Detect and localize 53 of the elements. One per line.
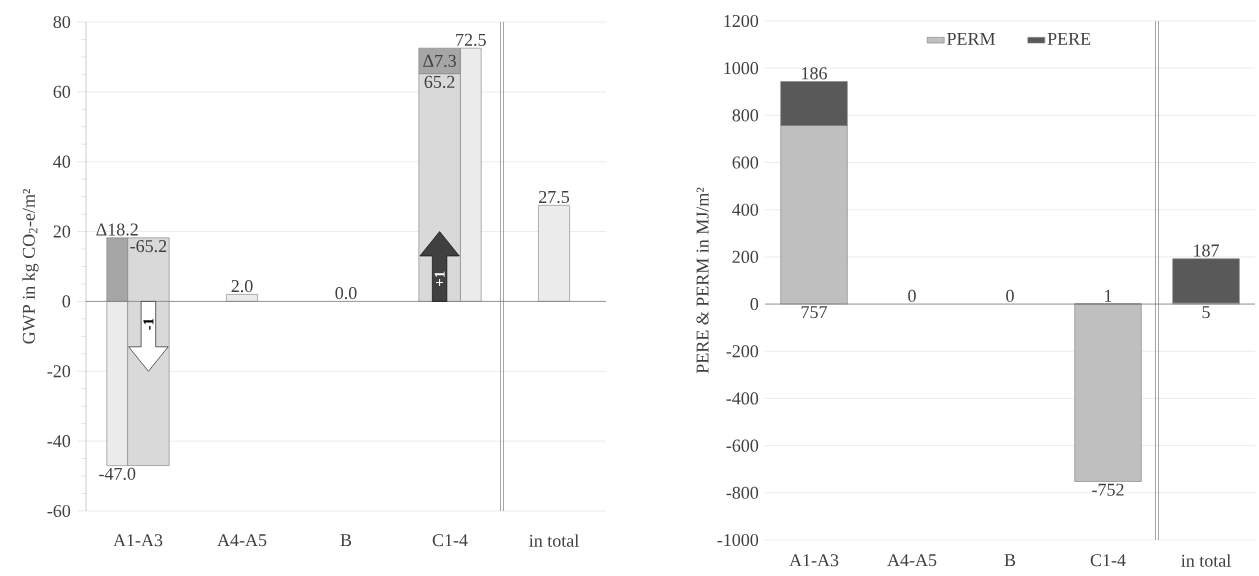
data-label: 5 (1202, 306, 1210, 319)
legend-label: PERM (947, 32, 995, 45)
legend-label: PERE (1047, 32, 1091, 45)
x-tick-label: A1-A3 (789, 554, 839, 567)
data-label: 0 (1006, 289, 1014, 302)
y-tick-label: -600 (726, 439, 759, 452)
data-label: 27.5 (539, 190, 570, 204)
annotation: -1 (143, 318, 154, 330)
x-tick-label: C1-4 (432, 534, 468, 547)
data-label: 0 (908, 289, 916, 302)
x-tick-label: B (340, 534, 352, 547)
data-label: 757 (801, 306, 827, 319)
y-tick-label: -200 (726, 345, 759, 358)
data-label: 1 (1105, 289, 1112, 302)
y-tick-label: 40 (53, 155, 71, 168)
data-label: 186 (802, 67, 827, 80)
y-tick-label: 800 (732, 109, 759, 122)
data-label: -65.2 (130, 240, 167, 253)
y-tick-label: -1000 (717, 533, 759, 547)
y-tick-label: 60 (53, 85, 71, 98)
y-axis-title: GWP in kg CO$_{2}$-e/m² (22, 189, 39, 344)
x-tick-label: A4-A5 (217, 534, 267, 547)
x-tick-label: A1-A3 (113, 534, 163, 547)
data-label: 0.0 (335, 286, 357, 300)
y-axis-title: PERE & PERM in MJ/m² (696, 187, 709, 374)
y-tick-label: 1000 (724, 62, 759, 75)
y-tick-label: 600 (732, 156, 759, 169)
x-tick-label: A4-A5 (887, 554, 937, 567)
x-tick-label: C1-4 (1090, 554, 1126, 567)
x-tick-label: B (1004, 554, 1016, 567)
y-tick-label: -400 (726, 392, 759, 405)
y-tick-label: -20 (47, 365, 71, 378)
data-label: Δ18.2 (96, 223, 138, 236)
y-tick-label: 80 (53, 15, 71, 29)
y-tick-label: 20 (53, 225, 71, 238)
data-label: 187 (1194, 244, 1219, 257)
x-tick-label: in total (529, 534, 579, 547)
y-tick-label: 200 (732, 250, 759, 263)
y-tick-label: -60 (47, 504, 71, 518)
data-label: -47.0 (99, 467, 136, 480)
data-label: 2.0 (231, 280, 253, 293)
y-tick-label: -40 (47, 435, 71, 448)
data-label: Δ7.3 (423, 54, 456, 67)
data-label: -752 (1092, 483, 1124, 496)
y-tick-label: -800 (726, 486, 759, 499)
y-tick-label: 400 (732, 203, 759, 216)
y-tick-label: 0 (750, 298, 759, 311)
annotation: +1 (434, 271, 445, 286)
data-label: 72.5 (456, 33, 486, 46)
y-tick-label: 1200 (724, 14, 759, 28)
x-tick-label: in total (1181, 554, 1231, 567)
data-label: 65.2 (424, 75, 455, 89)
y-tick-label: 0 (62, 295, 71, 308)
